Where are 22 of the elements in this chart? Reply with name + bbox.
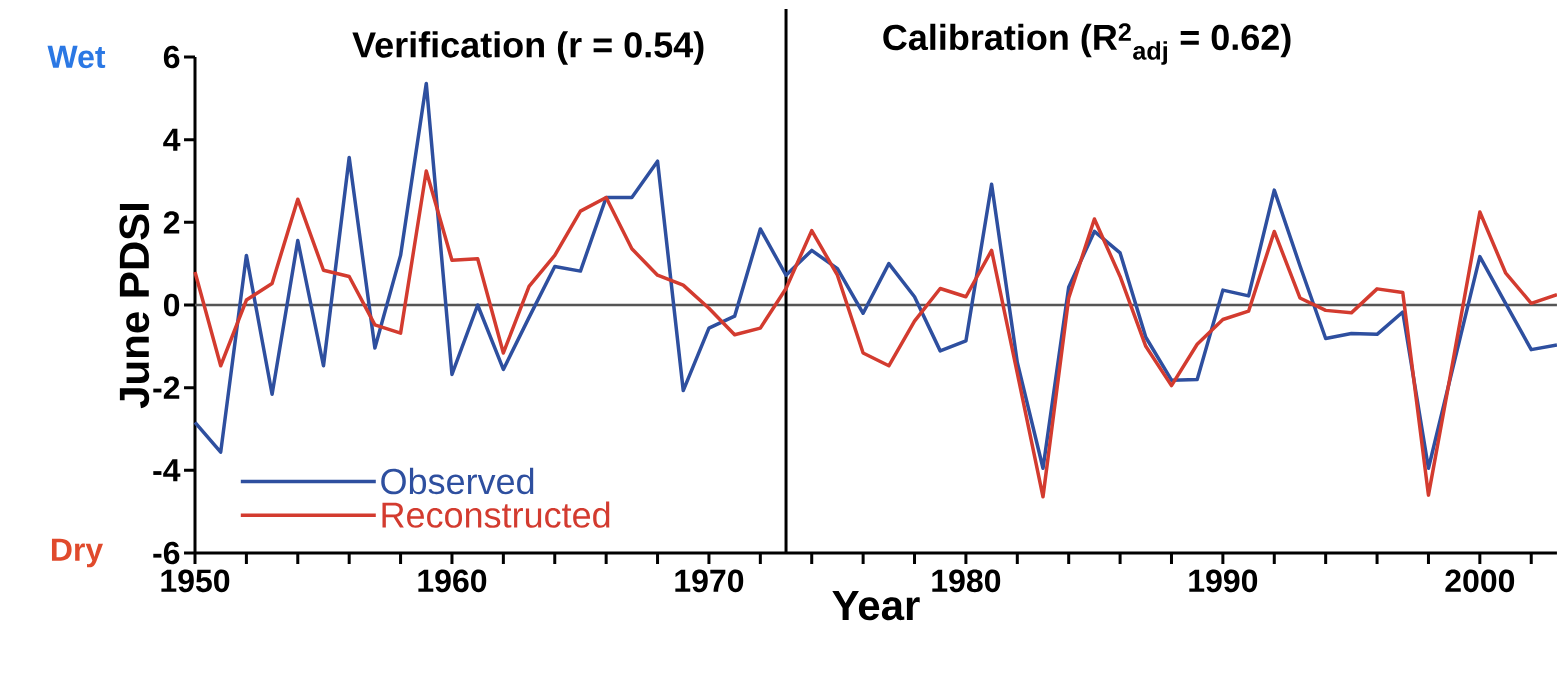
annotation: Verification (r = 0.54) <box>352 31 704 65</box>
x-tick-label: 1950 <box>161 569 230 593</box>
x-tick-label: 1960 <box>418 569 487 593</box>
y-tick-label: 4 <box>163 128 181 151</box>
x-tick-label: 1980 <box>932 569 1001 593</box>
text: Wet <box>47 45 106 69</box>
y-axis-title: June PDSI <box>119 203 150 409</box>
x-tick-label: 1990 <box>1189 569 1258 593</box>
legend-label: Reconstructed <box>382 501 610 528</box>
y-tick-label: 2 <box>163 211 180 234</box>
y-tick-label: -2 <box>153 376 180 399</box>
y-tick-label: -4 <box>153 459 181 482</box>
x-tick-label: 1970 <box>675 569 744 593</box>
x-axis-title: Year <box>832 591 920 621</box>
y-tick-label: 0 <box>163 293 180 317</box>
x-tick-label: 2000 <box>1445 569 1515 593</box>
annotation: Calibration (R$^{2}$$_{adj}$ = 0.62) <box>883 23 1291 65</box>
y-tick-label: 6 <box>163 45 180 69</box>
text: Dry <box>51 538 103 568</box>
legend-label: Observed <box>381 467 534 495</box>
line-series <box>193 169 1557 499</box>
y-tick-label: -6 <box>153 541 180 565</box>
